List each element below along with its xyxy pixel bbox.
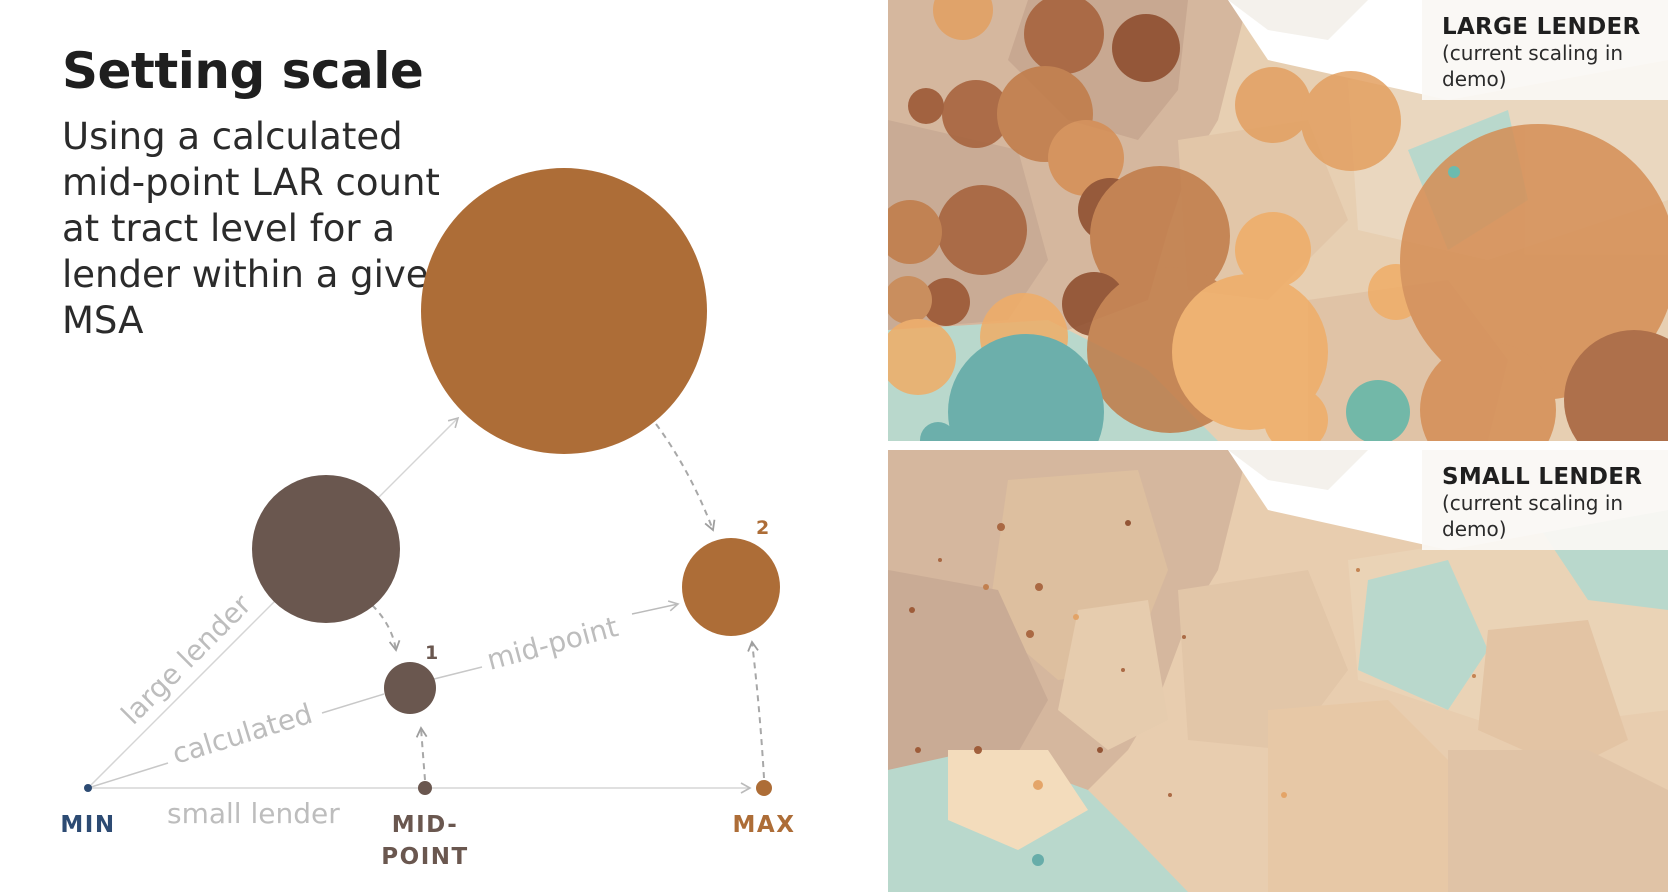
max-point — [756, 780, 772, 796]
large-lender-label: large lender — [115, 588, 258, 731]
calculated-max-circle — [682, 538, 780, 636]
small-lender-label: small lender — [167, 797, 340, 830]
large-lender-subtitle: (current scaling in demo) — [1442, 41, 1624, 91]
diagram-canvas: large lender calculated mid-point small … — [60, 168, 796, 870]
marker-2: 2 — [756, 517, 769, 539]
max-label: MAX — [733, 812, 796, 838]
min-label: MIN — [60, 812, 115, 838]
mid-point-label: mid-point — [483, 610, 621, 677]
midpoint-label-line2: POINT — [381, 844, 468, 870]
midpoint-label-line1: MID- — [392, 812, 459, 838]
large-lender-max-circle — [421, 168, 707, 454]
calculated-label: calculated — [168, 697, 316, 771]
page-subtitle: Using a calculated mid-point LAR count a… — [62, 115, 453, 342]
calculated-line-segment — [87, 762, 169, 789]
midpoint-point — [418, 781, 432, 795]
page-title: Setting scale — [62, 42, 424, 100]
scale-diagram: Setting scale Using a calculated mid-poi… — [60, 42, 796, 870]
calculated-midpoint-circle — [384, 662, 436, 714]
dashed-arrow-top-to-2 — [655, 423, 716, 532]
dashed-arrow-large-to-1 — [371, 604, 401, 652]
small-lender-subtitle: (current scaling in demo) — [1442, 491, 1624, 541]
min-point — [84, 784, 92, 792]
large-lender-map: LARGE LENDER (current scaling in demo) — [888, 0, 1668, 441]
mid-point-line-arrow — [631, 600, 680, 615]
large-lender-line — [87, 416, 460, 789]
dashed-arrow-mid-to-1 — [415, 726, 428, 781]
large-lender-map-label: LARGE LENDER (current scaling in demo) — [1422, 0, 1668, 100]
mid-point-line-segment — [429, 666, 483, 681]
dashed-arrow-max-to-2 — [747, 640, 765, 779]
large-lender-title: LARGE LENDER — [1442, 14, 1641, 40]
small-lender-map-label: SMALL LENDER (current scaling in demo) — [1422, 450, 1668, 550]
marker-1: 1 — [425, 642, 438, 664]
large-lender-midpoint-circle — [252, 475, 400, 623]
small-lender-map: SMALL LENDER (current scaling in demo) — [888, 450, 1668, 892]
calculated-line-segment-2 — [321, 693, 385, 714]
small-lender-title: SMALL LENDER — [1442, 464, 1643, 490]
map-panels: LARGE LENDER (current scaling in demo) — [888, 0, 1668, 892]
